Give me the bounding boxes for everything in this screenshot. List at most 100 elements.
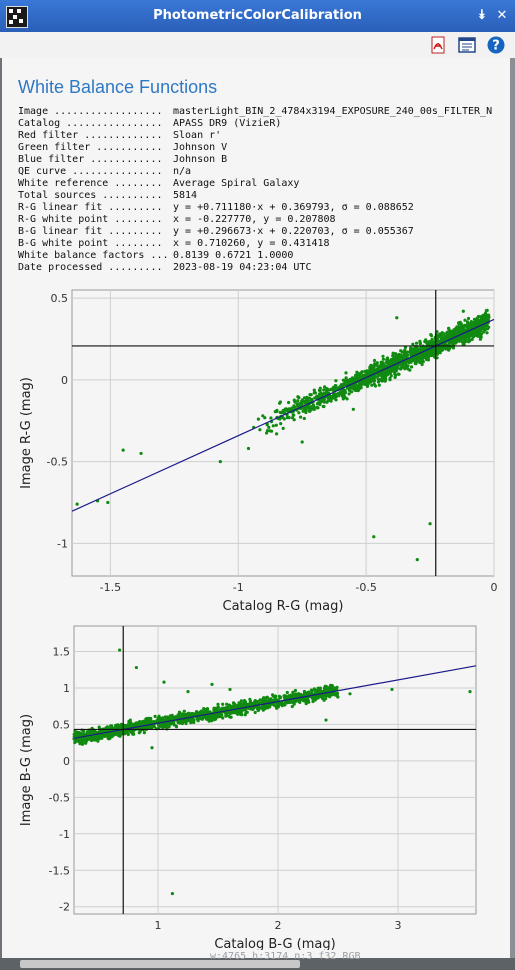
- data-point: [468, 332, 472, 336]
- data-point: [297, 411, 301, 415]
- data-point: [316, 686, 320, 690]
- report-row-value: 2023-08-19 04:23:04 UTC: [173, 262, 312, 273]
- data-point: [96, 739, 100, 743]
- data-point: [280, 704, 284, 708]
- data-point: [372, 379, 376, 383]
- data-point: [368, 376, 372, 380]
- data-point: [320, 694, 324, 698]
- data-point: [396, 355, 400, 359]
- title-bar[interactable]: PhotometricColorCalibration ⯯ ✕: [0, 0, 515, 33]
- data-point: [249, 707, 253, 711]
- data-point: [344, 378, 348, 382]
- data-point: [287, 400, 291, 405]
- data-point: [312, 407, 316, 411]
- data-point: [407, 358, 411, 362]
- data-point: [117, 723, 121, 727]
- data-point: [461, 325, 465, 329]
- report-row-value: APASS DR9 (VizieR): [173, 118, 282, 129]
- data-point: [271, 699, 276, 703]
- data-point: [117, 733, 121, 737]
- data-point: [364, 372, 368, 376]
- data-point: [483, 324, 487, 328]
- data-point: [256, 417, 260, 421]
- data-point: [168, 714, 172, 718]
- data-point: [196, 719, 200, 723]
- data-point: [334, 398, 338, 402]
- data-point: [469, 320, 473, 324]
- data-point: [157, 714, 161, 718]
- data-point: [447, 326, 451, 331]
- data-point: [415, 341, 419, 345]
- plot-frame: [73, 625, 477, 915]
- outlier-point: [210, 682, 214, 686]
- report-row-value: Johnson V: [173, 142, 228, 153]
- data-point: [486, 316, 490, 320]
- data-point: [180, 721, 184, 726]
- outlier-point: [324, 718, 328, 722]
- data-point: [273, 410, 277, 414]
- data-point: [461, 342, 465, 346]
- outlier-point: [121, 448, 125, 452]
- data-point: [365, 384, 370, 388]
- data-point: [290, 416, 295, 420]
- data-point: [313, 396, 317, 400]
- data-point: [325, 685, 329, 689]
- data-point: [268, 705, 272, 709]
- data-point: [334, 392, 338, 396]
- data-point: [307, 700, 311, 704]
- report-row-key: Red filter .............: [18, 130, 163, 141]
- data-point: [119, 724, 123, 728]
- data-point: [128, 718, 132, 722]
- data-point: [347, 392, 351, 396]
- data-point: [341, 397, 345, 401]
- shade-button[interactable]: ⯯: [478, 8, 486, 23]
- data-point: [350, 385, 354, 389]
- data-point: [473, 333, 477, 337]
- pdf-icon[interactable]: [429, 36, 447, 54]
- data-point: [344, 383, 348, 387]
- data-point: [479, 328, 483, 332]
- report-row: B-G white point ........ x = 0.710260, y …: [18, 238, 492, 250]
- data-point: [410, 365, 414, 369]
- data-point: [444, 334, 448, 339]
- data-point: [459, 337, 463, 341]
- data-point: [256, 708, 260, 713]
- data-point: [316, 696, 320, 700]
- outlier-point: [118, 648, 122, 652]
- data-point: [293, 688, 297, 693]
- data-point: [216, 702, 220, 706]
- close-button[interactable]: ✕: [496, 8, 508, 23]
- data-point: [418, 353, 422, 357]
- data-point: [161, 716, 165, 720]
- data-point: [82, 729, 86, 733]
- data-point: [455, 325, 459, 329]
- data-point: [435, 352, 439, 356]
- data-point: [261, 705, 265, 709]
- data-point: [449, 331, 453, 335]
- data-point: [428, 342, 433, 346]
- data-point: [425, 342, 429, 346]
- plot-frame: [71, 289, 495, 577]
- data-point: [265, 429, 270, 433]
- data-point: [324, 696, 328, 701]
- data-point: [420, 362, 424, 367]
- y-tick-label: 0: [63, 755, 70, 768]
- data-point: [325, 688, 329, 692]
- data-point: [373, 362, 377, 366]
- outlier-point: [186, 690, 190, 694]
- data-point: [147, 718, 151, 722]
- data-point: [135, 723, 139, 727]
- data-point: [403, 355, 407, 359]
- horizontal-scrollbar[interactable]: [0, 958, 515, 970]
- data-point: [429, 333, 433, 337]
- data-point: [182, 709, 186, 713]
- y-tick-label: 1.5: [53, 646, 71, 659]
- outlier-point: [170, 891, 174, 896]
- data-point: [427, 353, 431, 358]
- scrollbar-thumb[interactable]: [20, 960, 300, 968]
- browser-doc-icon[interactable]: [458, 36, 476, 54]
- data-point: [338, 391, 342, 395]
- report-panel: White Balance Functions Image ..........…: [2, 58, 510, 958]
- outlier-point: [348, 692, 352, 696]
- help-icon[interactable]: ?: [487, 36, 505, 54]
